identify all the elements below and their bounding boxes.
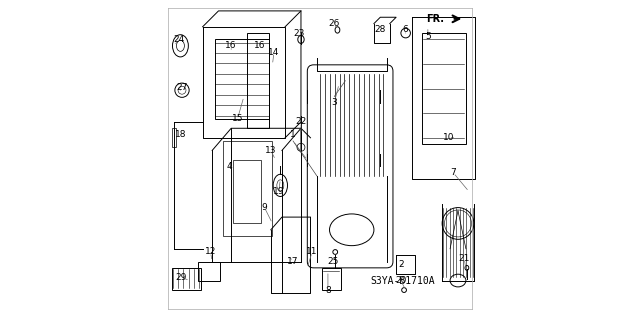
Bar [233,160,261,223]
Text: 15: 15 [232,114,243,123]
Text: 10: 10 [443,133,454,142]
Text: 27: 27 [177,83,188,92]
Bar [215,39,269,119]
Text: 16: 16 [254,41,266,50]
Text: 6: 6 [403,25,408,35]
Bar [247,33,269,128]
Text: 5: 5 [425,32,431,41]
Text: 22: 22 [295,117,307,126]
Bar [321,268,340,290]
Text: 28: 28 [374,25,386,35]
Text: 24: 24 [173,35,184,44]
Text: FR.: FR. [426,14,444,24]
Text: 19: 19 [273,187,285,196]
Text: 25: 25 [327,257,339,266]
Text: 18: 18 [175,130,187,139]
Text: 7: 7 [451,168,456,177]
Text: 12: 12 [205,247,216,257]
Text: S3YA-B1710A: S3YA-B1710A [370,276,435,285]
Text: 11: 11 [307,247,318,257]
Text: 16: 16 [225,41,237,50]
Text: 20: 20 [396,276,406,285]
Text: 9: 9 [262,203,268,212]
Bar [223,141,273,236]
Text: 3: 3 [332,99,337,108]
Text: 23: 23 [294,28,305,38]
Text: 14: 14 [268,48,280,57]
Bar [173,268,201,290]
Text: 2: 2 [398,260,404,269]
Bar [173,128,175,147]
Text: 21: 21 [459,254,470,263]
Text: 1: 1 [290,130,296,139]
FancyBboxPatch shape [307,65,393,268]
Text: 29: 29 [175,273,187,282]
Bar [422,33,466,144]
Text: 13: 13 [265,146,276,155]
Text: 26: 26 [328,19,340,28]
Bar [198,261,220,281]
Text: 4: 4 [227,162,232,171]
Text: 8: 8 [325,285,331,295]
Text: 17: 17 [287,257,299,266]
